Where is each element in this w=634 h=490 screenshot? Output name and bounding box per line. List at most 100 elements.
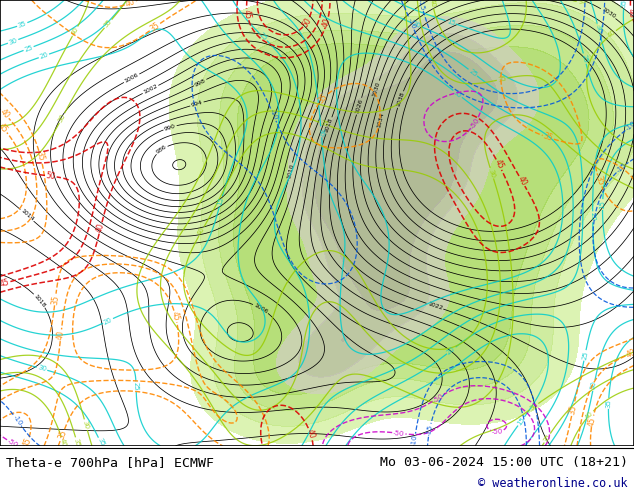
Text: 1030: 1030 — [372, 81, 381, 97]
Text: 20: 20 — [103, 316, 113, 325]
Text: 40: 40 — [304, 428, 316, 440]
Text: 994: 994 — [190, 100, 204, 108]
Text: 30: 30 — [37, 365, 47, 373]
Text: 30: 30 — [82, 419, 90, 430]
Text: 15: 15 — [516, 416, 526, 427]
Text: 15: 15 — [446, 18, 456, 26]
Text: 1022: 1022 — [427, 301, 443, 311]
Text: -10: -10 — [11, 414, 23, 427]
Text: 35: 35 — [103, 19, 113, 29]
Text: 40: 40 — [626, 8, 634, 19]
Text: 20: 20 — [446, 345, 456, 356]
Text: 25: 25 — [133, 382, 139, 391]
Text: 40: 40 — [59, 438, 67, 448]
Text: 35: 35 — [542, 433, 552, 443]
Text: 50: 50 — [301, 16, 313, 29]
Text: 40: 40 — [585, 410, 595, 420]
Text: 45: 45 — [170, 311, 181, 322]
Text: 1034: 1034 — [377, 111, 385, 128]
Text: 35: 35 — [73, 438, 81, 448]
Text: 1018: 1018 — [33, 293, 46, 308]
Text: 30: 30 — [318, 127, 325, 137]
Text: 40: 40 — [607, 29, 617, 39]
Text: 1014: 1014 — [20, 208, 34, 222]
Text: 1006: 1006 — [124, 73, 139, 84]
Text: 15: 15 — [217, 196, 225, 206]
Text: 35: 35 — [452, 89, 463, 99]
Text: -50: -50 — [491, 428, 503, 435]
Text: 25: 25 — [581, 53, 589, 64]
Text: -15: -15 — [425, 424, 434, 437]
Text: 1006: 1006 — [253, 302, 269, 315]
Text: 990: 990 — [164, 123, 176, 132]
Text: 35: 35 — [497, 75, 507, 83]
Text: 1002: 1002 — [143, 84, 158, 95]
Text: 1010: 1010 — [286, 163, 295, 179]
Text: -50: -50 — [393, 430, 405, 437]
Text: 40: 40 — [70, 26, 80, 37]
Text: 25: 25 — [467, 68, 478, 78]
Text: 30: 30 — [529, 402, 540, 412]
Text: 35: 35 — [35, 150, 46, 162]
Text: 35: 35 — [149, 21, 162, 33]
Text: 15: 15 — [600, 200, 605, 209]
Text: 1026: 1026 — [354, 98, 364, 114]
Text: 45: 45 — [242, 9, 252, 20]
Text: -15: -15 — [615, 162, 628, 174]
Text: 50: 50 — [46, 171, 56, 181]
Text: 45: 45 — [0, 277, 11, 289]
Text: 40: 40 — [429, 0, 436, 8]
Text: 30: 30 — [57, 113, 67, 123]
Text: Mo 03-06-2024 15:00 UTC (18+21): Mo 03-06-2024 15:00 UTC (18+21) — [380, 456, 628, 469]
Text: -50: -50 — [6, 438, 19, 449]
Text: 35: 35 — [50, 294, 60, 305]
Text: 35: 35 — [316, 92, 330, 105]
Text: 35: 35 — [17, 20, 27, 29]
Text: -10: -10 — [268, 108, 278, 121]
Text: 20: 20 — [39, 51, 49, 60]
Text: 35: 35 — [621, 0, 628, 8]
Text: 986: 986 — [155, 144, 168, 155]
Text: 40: 40 — [0, 107, 11, 121]
Text: 45: 45 — [0, 122, 10, 135]
Text: 998: 998 — [194, 77, 207, 88]
Text: 30: 30 — [8, 37, 18, 46]
Text: 45: 45 — [21, 436, 33, 449]
Text: 30: 30 — [595, 24, 603, 34]
Text: 40: 40 — [624, 347, 634, 360]
Text: Theta-e 700hPa [hPa] ECMWF: Theta-e 700hPa [hPa] ECMWF — [6, 456, 214, 469]
Text: 20: 20 — [411, 20, 422, 29]
Text: 35: 35 — [605, 399, 612, 408]
Text: 35: 35 — [319, 120, 330, 128]
Text: 35: 35 — [593, 175, 605, 187]
Text: -50: -50 — [432, 392, 444, 403]
Text: 35: 35 — [542, 132, 554, 143]
Text: 35: 35 — [578, 0, 587, 5]
Text: 30: 30 — [590, 381, 598, 391]
Text: © weatheronline.co.uk: © weatheronline.co.uk — [478, 477, 628, 490]
Text: 1030: 1030 — [600, 7, 616, 20]
Text: 40: 40 — [197, 226, 206, 237]
Text: 1018: 1018 — [324, 117, 334, 134]
Text: 40: 40 — [124, 0, 136, 9]
Text: 25: 25 — [23, 44, 34, 53]
Text: -10: -10 — [411, 434, 418, 446]
Text: 20: 20 — [590, 212, 596, 221]
Text: 25: 25 — [581, 350, 589, 360]
Text: -50: -50 — [469, 117, 481, 129]
Text: 40: 40 — [515, 174, 528, 188]
Text: 35: 35 — [567, 404, 578, 416]
Text: 25: 25 — [258, 32, 268, 42]
Text: 1038: 1038 — [396, 91, 405, 108]
Text: 40: 40 — [95, 222, 106, 234]
Text: 35: 35 — [96, 437, 105, 448]
Text: -10: -10 — [624, 121, 634, 132]
Text: 45: 45 — [587, 416, 598, 427]
Text: -10: -10 — [406, 17, 417, 30]
Text: 30: 30 — [488, 168, 496, 178]
Text: 40: 40 — [321, 17, 333, 28]
Text: 45: 45 — [493, 158, 505, 171]
Text: 40: 40 — [56, 330, 66, 341]
Text: 35: 35 — [56, 429, 68, 441]
Text: -15: -15 — [417, 0, 426, 11]
